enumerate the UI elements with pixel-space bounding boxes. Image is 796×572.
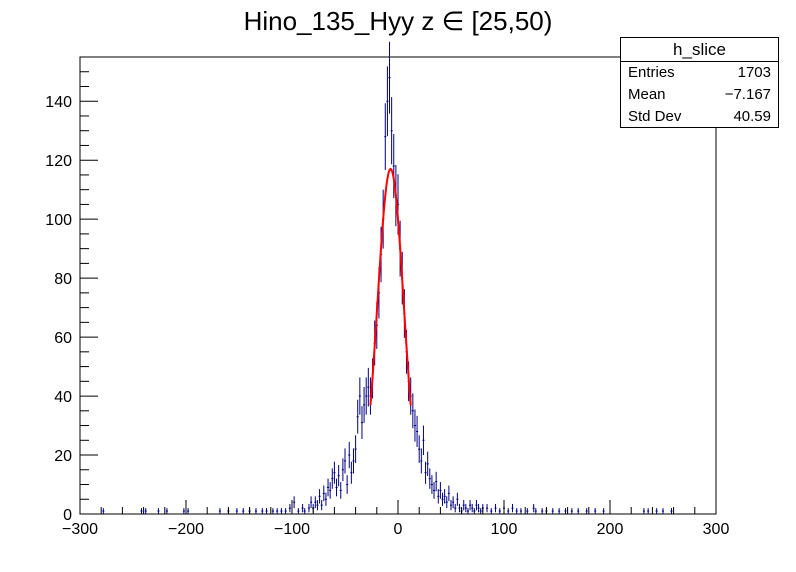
x-tick-label: −100 [274, 521, 310, 538]
x-tick-label: −200 [168, 521, 204, 538]
stats-label: Std Dev [628, 108, 682, 125]
y-tick-label: 140 [45, 94, 72, 111]
stats-value: 40.59 [733, 108, 771, 125]
y-tick-label: 60 [54, 330, 72, 347]
y-tick-label: 80 [54, 271, 72, 288]
y-tick-label: 0 [63, 507, 72, 524]
y-tick-label: 40 [54, 389, 72, 406]
stats-row-entries: Entries 1703 [621, 62, 778, 84]
stats-value: −7.167 [724, 86, 771, 103]
x-tick-label: 100 [491, 521, 518, 538]
x-tick-label: 0 [394, 521, 403, 538]
x-tick-label: 200 [597, 521, 624, 538]
y-tick-label: 100 [45, 212, 72, 229]
x-tick-label: 300 [703, 521, 730, 538]
stats-label: Mean [628, 86, 666, 103]
stats-box-title: h_slice [621, 38, 778, 62]
x-tick-label: −300 [62, 521, 98, 538]
stats-label: Entries [628, 64, 675, 81]
chart-title: Hino_135_Hyy z ∈ [25,50) [243, 6, 553, 36]
stats-row-stddev: Std Dev 40.59 [621, 106, 778, 128]
stats-box: h_slice Entries 1703 Mean −7.167 Std Dev… [620, 37, 779, 128]
fit-curve [369, 167, 412, 406]
y-tick-label: 20 [54, 448, 72, 465]
stats-value: 1703 [737, 64, 771, 81]
y-tick-label: 120 [45, 153, 72, 170]
stats-row-mean: Mean −7.167 [621, 84, 778, 106]
